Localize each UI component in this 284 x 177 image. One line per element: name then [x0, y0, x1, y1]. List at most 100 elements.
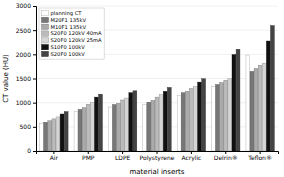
- legend-frame: [39, 8, 104, 59]
- legend-item: S20F0 100kV: [42, 51, 86, 57]
- grid: [36, 6, 278, 151]
- x-tick-label: LDPE: [115, 154, 131, 161]
- bar: [117, 103, 121, 151]
- grid-line: [36, 6, 278, 7]
- bar: [125, 98, 129, 151]
- legend-label: S20F0 120kV 25mA: [51, 37, 103, 43]
- bar: [258, 65, 262, 151]
- x-tick: Teflon®: [247, 151, 272, 161]
- y-axis: 0 500 1000 1500 2000 2500 3000: [16, 2, 37, 154]
- legend-swatch: [42, 38, 49, 43]
- legend-swatch: [42, 31, 49, 36]
- x-tick-label: Air: [50, 154, 59, 161]
- bar: [185, 91, 189, 151]
- y-tick: 2000: [16, 51, 36, 58]
- x-tick-label: Delrin®: [214, 154, 238, 161]
- x-tick-label: Teflon®: [247, 154, 272, 161]
- bars: [40, 26, 275, 151]
- bar: [167, 87, 171, 151]
- legend-label: S10F0 100kV: [51, 44, 86, 50]
- grid-line: [36, 78, 278, 79]
- bar: [78, 109, 82, 151]
- bar: [40, 123, 44, 151]
- y-tick: 2500: [16, 27, 36, 34]
- y-tick-mark: [33, 103, 36, 104]
- legend-swatch: [42, 45, 49, 50]
- x-tick: LDPE: [115, 151, 131, 161]
- y-tick-label: 2000: [16, 51, 31, 58]
- bar: [202, 79, 206, 151]
- bar-series: [44, 71, 254, 151]
- y-tick-mark: [33, 79, 36, 80]
- x-tick: Acrylic: [181, 151, 201, 162]
- plot: AirPMPLDPEPolystyreneAcrylicDelrin®Teflo…: [16, 2, 279, 162]
- legend-item: M10F1 135kV: [42, 24, 87, 30]
- bar: [189, 88, 193, 151]
- bar: [48, 121, 52, 151]
- y-tick: 1500: [16, 75, 36, 82]
- bar: [266, 41, 270, 151]
- bar: [220, 83, 224, 151]
- bar: [143, 105, 147, 151]
- bar: [262, 63, 266, 151]
- y-tick-label: 1500: [16, 75, 31, 82]
- x-tick: Delrin®: [214, 151, 238, 161]
- bar: [216, 85, 220, 151]
- y-tick: 0: [27, 147, 36, 154]
- y-tick: 500: [20, 123, 36, 130]
- legend-item: S10F0 100kV: [42, 44, 86, 50]
- bar: [159, 95, 163, 151]
- legend-swatch: [42, 51, 49, 56]
- bar: [151, 100, 155, 151]
- bar: [155, 97, 159, 151]
- y-tick: 3000: [16, 2, 36, 9]
- bar: [254, 69, 258, 151]
- y-tick-label: 0: [27, 147, 31, 154]
- bar: [246, 55, 250, 151]
- bar: [56, 117, 60, 151]
- bar: [74, 111, 78, 151]
- y-tick-label: 1000: [16, 99, 31, 106]
- legend-label: S20F0 120kV 40mA: [51, 30, 103, 36]
- x-tick-label: Acrylic: [181, 154, 201, 162]
- bar: [99, 94, 103, 151]
- bar: [212, 86, 216, 151]
- legend: planning CTM20F1 135kVM10F1 135kVS20F0 1…: [39, 8, 104, 59]
- bar: [228, 79, 232, 151]
- x-axis: AirPMPLDPEPolystyreneAcrylicDelrin®Teflo…: [37, 151, 279, 162]
- bar: [86, 104, 90, 151]
- legend-item: S20F0 120kV 25mA: [42, 37, 103, 43]
- legend-swatch: [42, 17, 49, 22]
- y-tick-label: 500: [20, 123, 32, 130]
- legend-item: S20F0 120kV 40mA: [42, 30, 103, 36]
- bar: [177, 95, 181, 151]
- legend-label: S20F0 100kV: [51, 51, 86, 57]
- bar: [113, 105, 117, 151]
- bar: [64, 112, 68, 151]
- y-tick-mark: [33, 151, 36, 152]
- bar-series: [52, 65, 262, 151]
- legend-swatch: [42, 24, 49, 29]
- bar: [82, 108, 86, 151]
- bar-series: [48, 69, 258, 151]
- bar: [194, 86, 198, 151]
- y-tick-label: 3000: [16, 2, 31, 9]
- bar: [108, 107, 112, 151]
- x-tick: Air: [50, 151, 59, 161]
- y-tick: 1000: [16, 99, 36, 106]
- y-axis-title: CT value (HU): [2, 54, 10, 103]
- bar: [181, 93, 185, 151]
- bar: [232, 55, 236, 151]
- bar: [198, 82, 202, 151]
- bar: [163, 91, 167, 151]
- y-tick-mark: [33, 30, 36, 31]
- legend-label: M20F1 135kV: [51, 17, 87, 23]
- x-tick-label: PMP: [82, 154, 95, 161]
- legend-label: M10F1 135kV: [51, 24, 87, 30]
- bar: [90, 102, 94, 151]
- y-axis-line: [33, 7, 37, 152]
- bar: [147, 102, 151, 151]
- y-tick-mark: [33, 54, 36, 55]
- bar: [129, 93, 133, 151]
- bar: [270, 26, 274, 151]
